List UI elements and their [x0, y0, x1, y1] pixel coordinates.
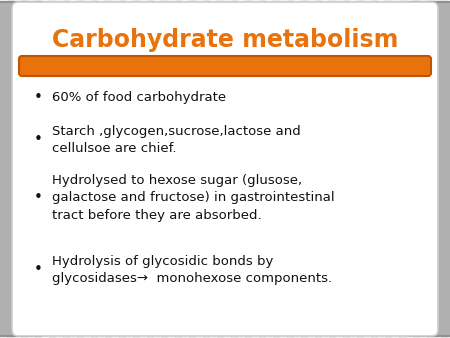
- Bar: [0, 0, 7, 338]
- Bar: [399, 0, 406, 338]
- Bar: [448, 0, 450, 338]
- Bar: [210, 0, 217, 338]
- Bar: [392, 0, 399, 338]
- Bar: [245, 0, 252, 338]
- Bar: [259, 0, 266, 338]
- FancyBboxPatch shape: [402, 2, 450, 336]
- Text: Hydrolysed to hexose sugar (glusose,
galactose and fructose) in gastrointestinal: Hydrolysed to hexose sugar (glusose, gal…: [52, 174, 335, 222]
- Bar: [364, 0, 371, 338]
- FancyBboxPatch shape: [12, 2, 438, 336]
- Text: Starch ,glycogen,sucrose,lactose and
cellulsoe are chief.: Starch ,glycogen,sucrose,lactose and cel…: [52, 125, 301, 155]
- Bar: [294, 0, 301, 338]
- Bar: [154, 0, 161, 338]
- Bar: [63, 0, 70, 338]
- Bar: [378, 0, 385, 338]
- Bar: [196, 0, 203, 338]
- Bar: [119, 0, 126, 338]
- Bar: [56, 0, 63, 338]
- Bar: [322, 0, 329, 338]
- Bar: [308, 0, 315, 338]
- Bar: [427, 0, 434, 338]
- Text: 60% of food carbohydrate: 60% of food carbohydrate: [52, 92, 226, 104]
- Bar: [406, 0, 413, 338]
- Bar: [140, 0, 147, 338]
- Bar: [203, 0, 210, 338]
- FancyBboxPatch shape: [19, 56, 431, 76]
- Bar: [182, 0, 189, 338]
- Bar: [252, 0, 259, 338]
- Text: Carbohydrate metabolism: Carbohydrate metabolism: [52, 28, 398, 52]
- Bar: [7, 0, 14, 338]
- Bar: [49, 0, 56, 338]
- Bar: [336, 0, 343, 338]
- Bar: [35, 0, 42, 338]
- Bar: [147, 0, 154, 338]
- Bar: [434, 0, 441, 338]
- Bar: [224, 0, 231, 338]
- Bar: [357, 0, 364, 338]
- Bar: [21, 0, 28, 338]
- Bar: [413, 0, 420, 338]
- Bar: [371, 0, 378, 338]
- Text: •: •: [34, 263, 42, 277]
- Bar: [315, 0, 322, 338]
- Bar: [189, 0, 196, 338]
- Bar: [14, 0, 21, 338]
- FancyBboxPatch shape: [0, 2, 48, 336]
- Text: •: •: [34, 191, 42, 206]
- Bar: [112, 0, 119, 338]
- Bar: [126, 0, 133, 338]
- Bar: [77, 0, 84, 338]
- Bar: [161, 0, 168, 338]
- Bar: [98, 0, 105, 338]
- Bar: [329, 0, 336, 338]
- Bar: [280, 0, 287, 338]
- Bar: [420, 0, 427, 338]
- Text: •: •: [34, 91, 42, 105]
- Bar: [238, 0, 245, 338]
- Bar: [441, 0, 448, 338]
- Bar: [273, 0, 280, 338]
- Bar: [91, 0, 98, 338]
- Text: Hydrolysis of glycosidic bonds by
glycosidases→  monohexose components.: Hydrolysis of glycosidic bonds by glycos…: [52, 255, 332, 285]
- Bar: [217, 0, 224, 338]
- Bar: [231, 0, 238, 338]
- Bar: [343, 0, 350, 338]
- Bar: [175, 0, 182, 338]
- Bar: [42, 0, 49, 338]
- Bar: [350, 0, 357, 338]
- Bar: [301, 0, 308, 338]
- Bar: [266, 0, 273, 338]
- Bar: [70, 0, 77, 338]
- Bar: [133, 0, 140, 338]
- Bar: [84, 0, 91, 338]
- Bar: [105, 0, 112, 338]
- Bar: [168, 0, 175, 338]
- Bar: [385, 0, 392, 338]
- Bar: [287, 0, 294, 338]
- Text: •: •: [34, 132, 42, 147]
- Bar: [28, 0, 35, 338]
